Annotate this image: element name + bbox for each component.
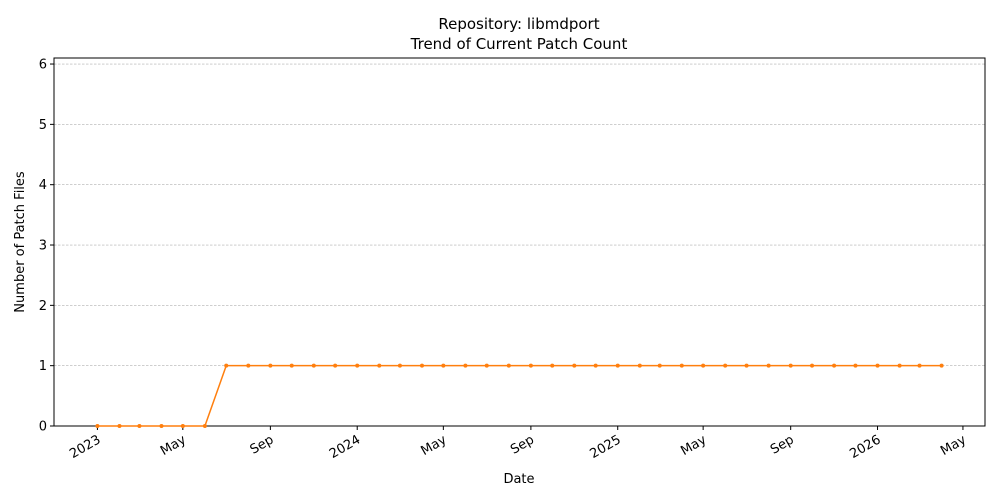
- x-tick-label: May: [678, 432, 709, 459]
- data-line: [97, 364, 942, 427]
- data-point: [679, 363, 684, 368]
- data-point: [832, 363, 837, 368]
- data-point: [311, 363, 316, 368]
- y-tick-label: 1: [39, 359, 47, 374]
- data-point: [246, 363, 251, 368]
- data-point: [484, 363, 489, 368]
- data-point: [180, 424, 185, 428]
- y-tick-label: 5: [39, 118, 47, 133]
- data-point: [441, 363, 446, 368]
- data-point: [224, 363, 229, 368]
- chart-subtitle: Trend of Current Patch Count: [410, 35, 628, 53]
- x-tick-label: May: [938, 432, 969, 459]
- data-point: [572, 363, 577, 368]
- data-point: [897, 363, 902, 368]
- data-point: [355, 363, 360, 368]
- data-point: [137, 424, 142, 428]
- data-point: [95, 424, 100, 428]
- data-point: [593, 363, 598, 368]
- x-axis-label: Date: [503, 472, 534, 487]
- data-point: [810, 363, 815, 368]
- data-point: [939, 363, 944, 368]
- data-point: [159, 424, 164, 428]
- y-tick-label: 4: [39, 178, 47, 193]
- chart-title: Repository: libmdport: [438, 15, 599, 33]
- x-tick-label: Sep: [768, 432, 797, 457]
- data-point: [657, 363, 662, 368]
- data-point: [853, 363, 858, 368]
- data-point: [723, 363, 728, 368]
- data-point: [917, 363, 922, 368]
- data-point: [506, 363, 511, 368]
- data-point: [202, 424, 207, 428]
- data-point: [377, 363, 382, 368]
- data-point: [463, 363, 468, 368]
- data-point: [268, 363, 273, 368]
- data-point: [397, 363, 402, 368]
- y-tick-label: 0: [39, 420, 47, 435]
- data-point: [875, 363, 880, 368]
- data-point: [744, 363, 749, 368]
- y-axis-label: Number of Patch Files: [13, 171, 28, 313]
- data-point: [701, 363, 706, 368]
- plot-frame: [53, 57, 986, 427]
- data-point: [637, 363, 642, 368]
- y-tick-label: 6: [39, 58, 47, 73]
- x-tick-label: Sep: [248, 432, 277, 457]
- x-tick-label: Sep: [508, 432, 537, 457]
- data-point: [289, 363, 294, 368]
- data-point: [788, 363, 793, 368]
- x-tick-label: 2025: [588, 432, 624, 462]
- x-tick-label: 2026: [847, 432, 883, 462]
- data-point: [333, 363, 338, 368]
- x-tick-label: May: [419, 432, 450, 459]
- data-point: [550, 363, 555, 368]
- y-tick-label: 3: [39, 239, 47, 254]
- data-point: [615, 363, 620, 368]
- data-point: [766, 363, 771, 368]
- data-point: [528, 363, 533, 368]
- x-tick-label: 2023: [67, 432, 103, 462]
- x-tick-label: 2024: [327, 432, 363, 462]
- x-tick-label: May: [158, 432, 189, 459]
- y-tick-label: 2: [39, 299, 47, 314]
- data-point: [117, 424, 122, 428]
- data-point: [419, 363, 424, 368]
